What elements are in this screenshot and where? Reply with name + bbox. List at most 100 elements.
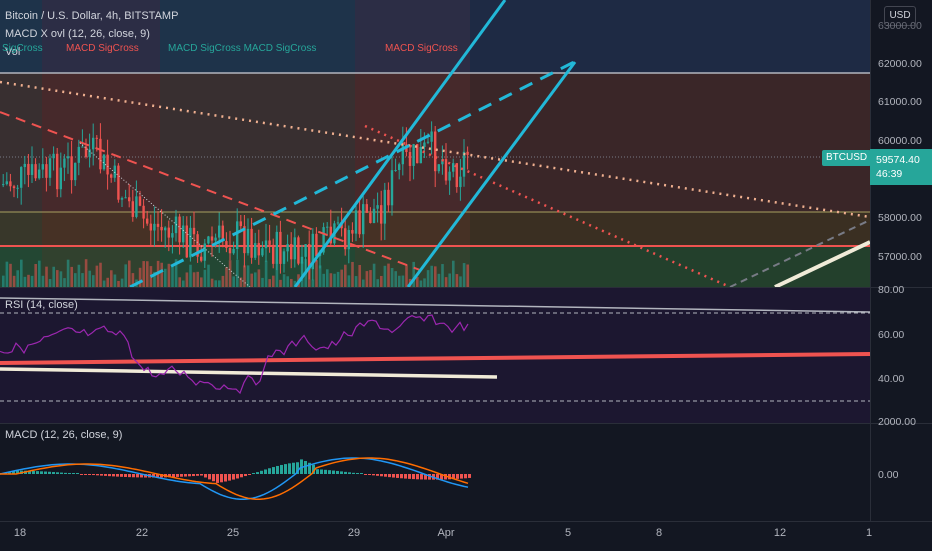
candle-body: [70, 156, 73, 181]
volume-bar: [394, 271, 397, 287]
macd-histogram-bar: [120, 474, 123, 477]
volume-bar: [459, 276, 462, 287]
candle-body: [171, 233, 174, 238]
volume-bar: [423, 278, 426, 287]
volume-bar: [102, 280, 106, 287]
macd-histogram-bar: [328, 470, 331, 474]
candle-body: [264, 240, 268, 249]
candle-body: [12, 186, 16, 189]
candle-body: [290, 244, 293, 260]
zone-orange: [0, 212, 870, 247]
macd-histogram-bar: [376, 474, 379, 476]
macd-overlay-legend[interactable]: MACD X ovl (12, 26, close, 9): [5, 28, 150, 40]
candle-body: [376, 205, 379, 209]
candle-body: [455, 163, 458, 188]
macd-histogram-bar: [232, 474, 235, 480]
macd-histogram-bar: [372, 474, 375, 476]
macd-histogram-bar: [8, 472, 11, 474]
volume-bar: [264, 260, 268, 287]
candle-body: [16, 187, 19, 189]
macd-histogram-bar: [280, 464, 283, 474]
candle-body: [66, 156, 70, 159]
volume-bar: [124, 264, 127, 287]
time-label: 1: [865, 527, 873, 539]
macd-histogram-bar: [84, 474, 87, 475]
volume-bar: [27, 274, 30, 287]
rsi-legend[interactable]: RSI (14, close): [5, 299, 78, 311]
currency-button[interactable]: USD: [884, 6, 916, 26]
candle-body: [437, 164, 440, 172]
candle-body: [351, 230, 354, 234]
macd-histogram-bar: [296, 462, 299, 474]
macd-histogram-bar: [140, 474, 143, 478]
pane-separator[interactable]: [0, 423, 932, 424]
macd-histogram-bar: [420, 474, 423, 480]
candle-body: [221, 225, 224, 242]
volume-bar: [41, 275, 45, 287]
volume-bar: [372, 263, 376, 287]
rsi-axis-label: 60.00: [878, 329, 905, 341]
macd-histogram-bar: [344, 471, 347, 474]
volume-bar: [214, 280, 217, 287]
price-chart-canvas[interactable]: [0, 0, 870, 287]
volume-bar: [455, 274, 459, 287]
candle-body: [59, 167, 62, 190]
rsi-canvas[interactable]: [0, 288, 870, 423]
volume-bar: [34, 263, 37, 287]
volume-bar: [16, 270, 19, 287]
candle-body: [178, 216, 181, 243]
volume-bar: [318, 265, 322, 287]
pane-separator[interactable]: [0, 287, 932, 288]
candle-body: [167, 227, 170, 238]
candle-body: [329, 226, 332, 244]
rsi-pane[interactable]: RSI (14, close): [0, 288, 870, 423]
volume-bar: [59, 271, 63, 287]
volume-bar: [275, 259, 279, 287]
price-axis[interactable]: [870, 0, 932, 550]
macd-histogram-bar: [144, 474, 147, 478]
volume-bar: [131, 273, 135, 287]
volume-bar: [236, 259, 239, 287]
macd-histogram-bar: [36, 471, 39, 474]
volume-bar: [52, 266, 55, 287]
macd-histogram-bar: [312, 464, 315, 474]
channel-lower: [406, 61, 577, 287]
macd-canvas[interactable]: [0, 424, 870, 520]
volume-bar: [398, 275, 401, 287]
macd-histogram-bar: [104, 474, 107, 476]
macd-histogram-bar: [116, 474, 119, 477]
volume-bar: [246, 265, 250, 287]
macd-histogram-bar: [160, 474, 163, 478]
candle-body: [110, 174, 113, 178]
candle-body: [239, 221, 242, 227]
macd-histogram-bar: [172, 474, 175, 478]
candle-body: [275, 231, 278, 264]
macd-pane[interactable]: MACD (12, 26, close, 9): [0, 424, 870, 520]
volume-bar: [311, 279, 315, 287]
time-axis[interactable]: [0, 521, 932, 551]
price-chart-pane[interactable]: Bitcoin / U.S. Dollar, 4h, BITSTAMP MACD…: [0, 0, 870, 287]
volume-bar: [466, 264, 469, 287]
candle-body: [160, 226, 163, 231]
macd-histogram-bar: [264, 469, 267, 474]
volume-legend[interactable]: Vol: [5, 46, 21, 58]
macd-histogram-bar: [268, 468, 271, 474]
macd-histogram-bar: [288, 463, 291, 474]
volume-bar: [160, 262, 163, 287]
chart-title[interactable]: Bitcoin / U.S. Dollar, 4h, BITSTAMP: [5, 10, 179, 22]
macd-histogram-bar: [468, 474, 471, 478]
macd-histogram-bar: [212, 474, 215, 482]
candle-body: [282, 251, 286, 264]
candle-body: [380, 205, 383, 224]
candle-body: [128, 197, 131, 202]
candle-body: [423, 142, 426, 147]
macd-histogram-bar: [340, 471, 343, 474]
signal-label: MACD SigCross MACD SigCross: [168, 43, 317, 54]
macd-histogram-bar: [244, 474, 247, 477]
macd-histogram-bar: [56, 472, 59, 474]
candle-body: [398, 164, 401, 171]
macd-axis-label: 2000.00: [878, 416, 916, 428]
rsi-axis-label: 80.00: [878, 284, 905, 296]
macd-legend[interactable]: MACD (12, 26, close, 9): [5, 429, 123, 441]
volume-bar: [282, 274, 286, 287]
